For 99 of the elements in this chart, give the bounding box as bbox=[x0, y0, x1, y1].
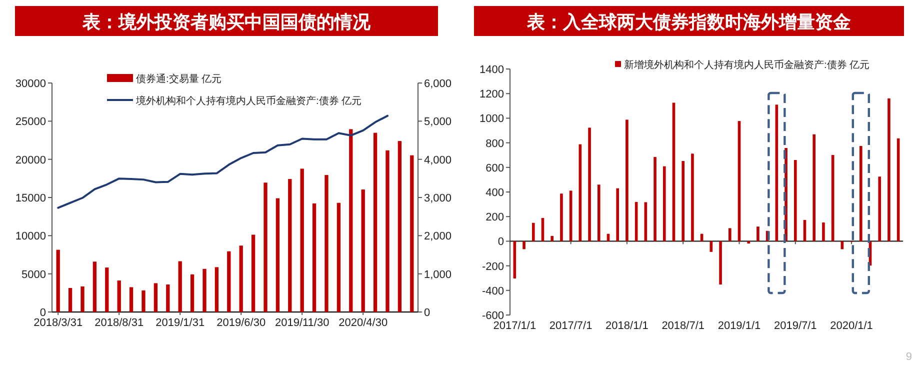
x-tick-label: 2018/3/31 bbox=[34, 317, 83, 329]
bar bbox=[756, 226, 760, 242]
bar bbox=[662, 166, 666, 242]
bar bbox=[312, 203, 316, 312]
x-tick-label: 2020/4/30 bbox=[338, 317, 388, 329]
y2-tick-label: 5,000 bbox=[424, 116, 452, 128]
y-tick-label: 30000 bbox=[15, 78, 46, 90]
y2-tick-label: 1,000 bbox=[424, 268, 452, 281]
y-tick-label: -400 bbox=[482, 285, 504, 298]
bar bbox=[142, 290, 146, 312]
bar bbox=[654, 156, 656, 242]
y-tick-label: 400 bbox=[486, 187, 504, 199]
bar bbox=[276, 198, 280, 312]
bar bbox=[324, 174, 328, 312]
bar bbox=[616, 188, 620, 242]
bar bbox=[178, 261, 182, 312]
bar bbox=[888, 98, 890, 242]
y-tick-label: 5000 bbox=[22, 268, 46, 281]
y2-tick-label: 2,000 bbox=[424, 230, 452, 243]
bar bbox=[812, 134, 816, 242]
x-tick-label: 2018/1/1 bbox=[606, 320, 648, 332]
bar bbox=[719, 241, 722, 284]
bar bbox=[336, 202, 341, 312]
bar bbox=[288, 178, 292, 312]
bar bbox=[92, 262, 97, 312]
bar bbox=[550, 236, 554, 242]
x-tick-label: 2017/7/1 bbox=[549, 320, 592, 332]
y-tick-label: 20000 bbox=[15, 154, 46, 166]
y-tick-label: -600 bbox=[482, 310, 504, 322]
bar bbox=[522, 241, 526, 250]
bar bbox=[588, 128, 591, 242]
bar bbox=[410, 155, 414, 312]
bar bbox=[386, 150, 390, 312]
bar bbox=[513, 241, 516, 278]
bar bbox=[691, 154, 694, 242]
text: 9 bbox=[906, 351, 912, 363]
x-tick-label: 2018/7/1 bbox=[662, 320, 705, 332]
y-tick-label: 200 bbox=[486, 212, 504, 224]
bar bbox=[398, 141, 402, 312]
y2-tick-label: 4,000 bbox=[424, 154, 452, 166]
x-tick-label: 2019/6/30 bbox=[216, 317, 266, 329]
chart-title: 表：入全球两大债券指数时海外增量资金 bbox=[526, 12, 851, 32]
x-tick-label: 2019/7/1 bbox=[774, 320, 817, 332]
bar bbox=[794, 160, 797, 242]
bar bbox=[239, 246, 243, 312]
y-tick-label: 25000 bbox=[15, 116, 46, 128]
bar bbox=[747, 241, 750, 244]
y-tick-label: 600 bbox=[486, 162, 504, 174]
bar bbox=[56, 250, 60, 312]
bar bbox=[129, 287, 134, 312]
bar bbox=[859, 146, 862, 242]
bar bbox=[710, 241, 713, 252]
legend-label: 境外机构和个人持有境内人民币金融资产:债券 亿元 bbox=[135, 95, 362, 107]
x-tick-label: 2019/1/31 bbox=[156, 317, 205, 329]
line-series bbox=[57, 114, 388, 209]
bar bbox=[80, 286, 84, 312]
bar bbox=[822, 222, 825, 242]
y-tick-label: -200 bbox=[482, 260, 504, 273]
bar bbox=[361, 189, 365, 312]
bar bbox=[202, 268, 206, 312]
y-tick-label: 0 bbox=[40, 307, 46, 319]
x-tick-label: 2020/1/1 bbox=[830, 320, 873, 332]
x-tick-label: 2019/1/1 bbox=[718, 320, 761, 332]
legend: 新增境外机构和个人持有境内人民币金融资产:债券 亿元 bbox=[615, 60, 870, 71]
y-tick-label: 0 bbox=[498, 236, 504, 248]
bar bbox=[349, 129, 353, 312]
bar bbox=[117, 280, 121, 312]
y2-tick-label: 6,000 bbox=[424, 78, 452, 90]
bar bbox=[166, 284, 170, 312]
bar bbox=[251, 234, 256, 312]
x-tick-label: 2018/8/31 bbox=[94, 317, 144, 329]
y-tick-label: 1400 bbox=[480, 64, 504, 76]
x-tick-label: 2017/1/1 bbox=[493, 320, 536, 332]
legend-label: 债券通:交易量 亿元 bbox=[136, 73, 222, 85]
y2-tick-label: 0 bbox=[424, 307, 430, 319]
bar bbox=[626, 120, 628, 242]
y2-tick-label: 3,000 bbox=[424, 192, 452, 204]
bar bbox=[227, 251, 231, 312]
y-tick-label: 1200 bbox=[480, 88, 504, 101]
bar bbox=[532, 222, 535, 242]
bar bbox=[154, 283, 158, 312]
y-tick-label: 1000 bbox=[480, 113, 504, 126]
y-tick-label: 800 bbox=[486, 138, 504, 150]
bar bbox=[560, 194, 563, 242]
bar bbox=[105, 268, 109, 312]
bar bbox=[597, 184, 600, 242]
bar bbox=[214, 267, 219, 312]
chart-title: 表：境外投资者购买中国国债的情况 bbox=[82, 12, 372, 32]
bar bbox=[373, 132, 378, 312]
x-tick-label: 2019/11/30 bbox=[274, 317, 330, 329]
bar bbox=[264, 182, 268, 312]
y-tick-label: 10000 bbox=[15, 230, 46, 243]
bar bbox=[190, 274, 194, 312]
bar bbox=[878, 176, 882, 242]
bar bbox=[300, 168, 304, 312]
y-tick-label: 15000 bbox=[15, 192, 46, 204]
bar bbox=[682, 161, 685, 242]
bar bbox=[728, 228, 732, 242]
bar bbox=[68, 288, 72, 312]
